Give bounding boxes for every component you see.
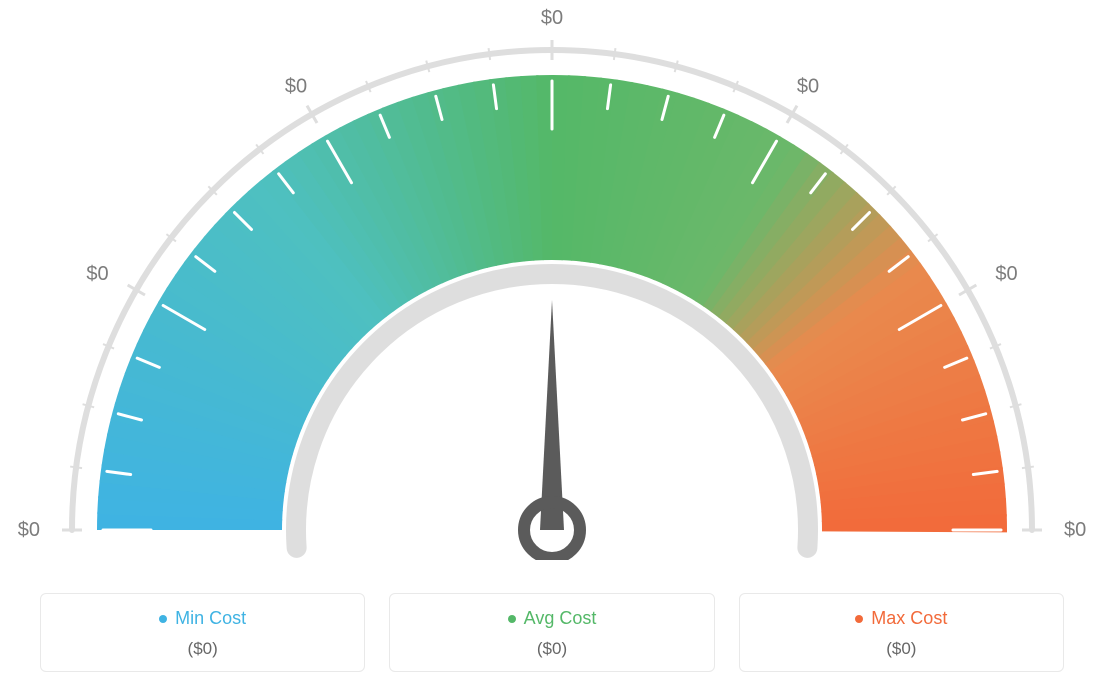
gauge-tick-label: $0 [797,76,819,98]
legend-label-min: Min Cost [175,608,246,629]
legend-dot-avg [508,615,516,623]
legend-card-avg: Avg Cost ($0) [389,593,714,672]
gauge-tick-label: $0 [995,263,1017,285]
legend-title-avg: Avg Cost [508,608,597,629]
legend-label-max: Max Cost [871,608,947,629]
legend-title-max: Max Cost [855,608,947,629]
legend-row: Min Cost ($0) Avg Cost ($0) Max Cost ($0… [40,593,1064,672]
legend-value-avg: ($0) [400,639,703,659]
gauge-tick-label: $0 [86,263,108,285]
gauge-svg: $0 $0 $0 $0 $0 $0 $0 [0,0,1104,560]
legend-value-min: ($0) [51,639,354,659]
legend-title-min: Min Cost [159,608,246,629]
gauge-tick-label: $0 [18,519,40,541]
gauge-tick-label: $0 [541,7,563,29]
legend-dot-min [159,615,167,623]
legend-card-min: Min Cost ($0) [40,593,365,672]
gauge-tick-label: $0 [1064,519,1086,541]
cost-gauge-container: $0 $0 $0 $0 $0 $0 $0 Min Cost ($0) Avg Cost ($… [0,0,1104,690]
gauge-tick-label: $0 [285,76,307,98]
gauge-chart: $0 $0 $0 $0 $0 $0 $0 [0,0,1104,560]
legend-dot-max [855,615,863,623]
legend-label-avg: Avg Cost [524,608,597,629]
legend-value-max: ($0) [750,639,1053,659]
legend-card-max: Max Cost ($0) [739,593,1064,672]
